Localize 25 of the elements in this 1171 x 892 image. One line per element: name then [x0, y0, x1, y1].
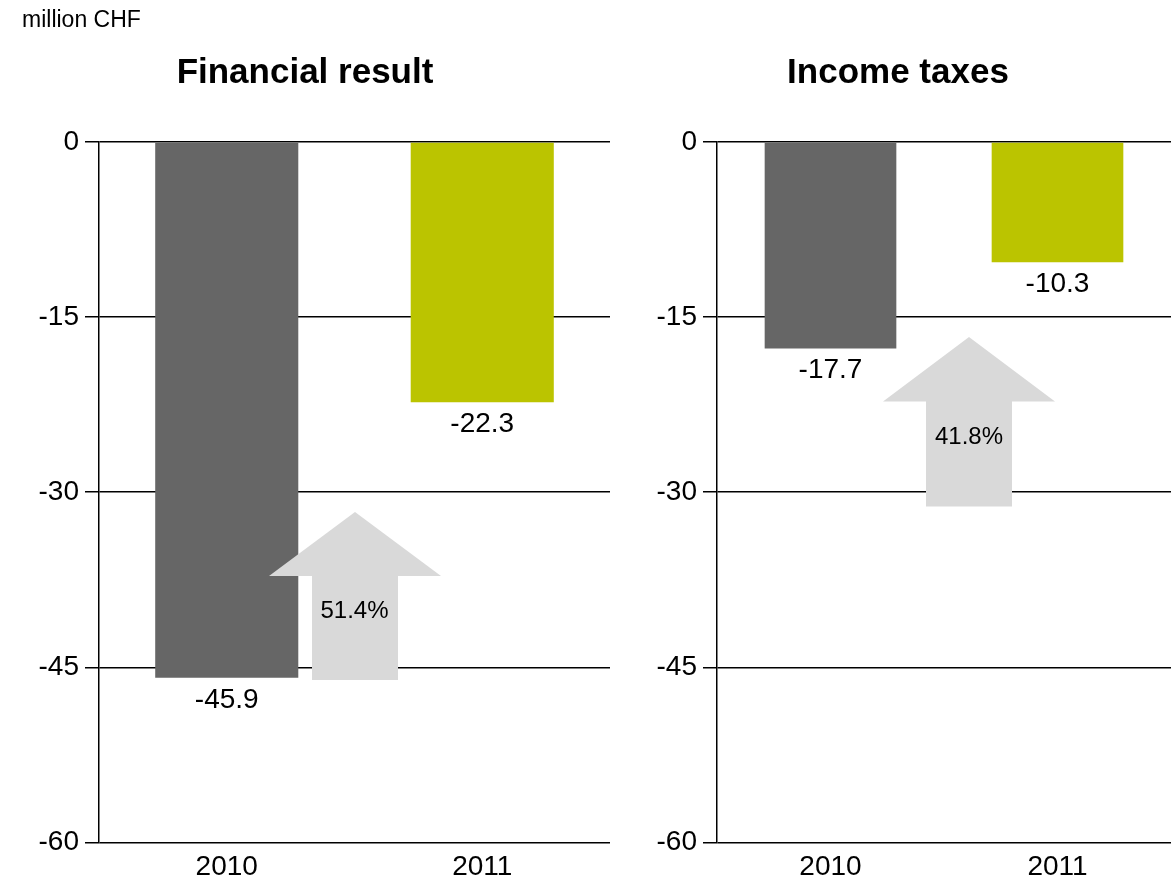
y-tick-label: -45 — [38, 650, 79, 682]
data-label: -10.3 — [1025, 266, 1090, 298]
x-tick-label: 2011 — [1027, 849, 1088, 881]
x-tick-label: 2010 — [195, 849, 258, 881]
data-label: -45.9 — [194, 682, 259, 714]
x-tick-label: 2010 — [799, 849, 862, 881]
y-axis-title: million CHF — [22, 6, 141, 33]
y-tick-label: -15 — [656, 299, 697, 331]
y-tick-label: -60 — [656, 825, 697, 857]
annotation: 41.8% — [933, 422, 1004, 451]
data-label: -22.3 — [450, 407, 515, 439]
arrow-icon: 41.8% — [882, 337, 1055, 507]
y-tick-label: 0 — [63, 124, 79, 156]
x-tick-label: 2011 — [452, 849, 513, 881]
y-tick-label: -60 — [38, 825, 79, 857]
annotation: 51.4% — [319, 595, 390, 624]
y-tick-label: -30 — [656, 474, 697, 506]
arrow-icon: 51.4% — [268, 511, 441, 680]
chart-title: Financial result — [176, 50, 434, 90]
y-tick-label: -45 — [656, 650, 697, 682]
y-tick-label: -30 — [38, 474, 79, 506]
data-label: -17.7 — [798, 353, 863, 385]
chart-title: Income taxes — [787, 50, 1009, 90]
y-tick-label: -15 — [38, 299, 79, 331]
y-tick-label: 0 — [681, 124, 697, 156]
